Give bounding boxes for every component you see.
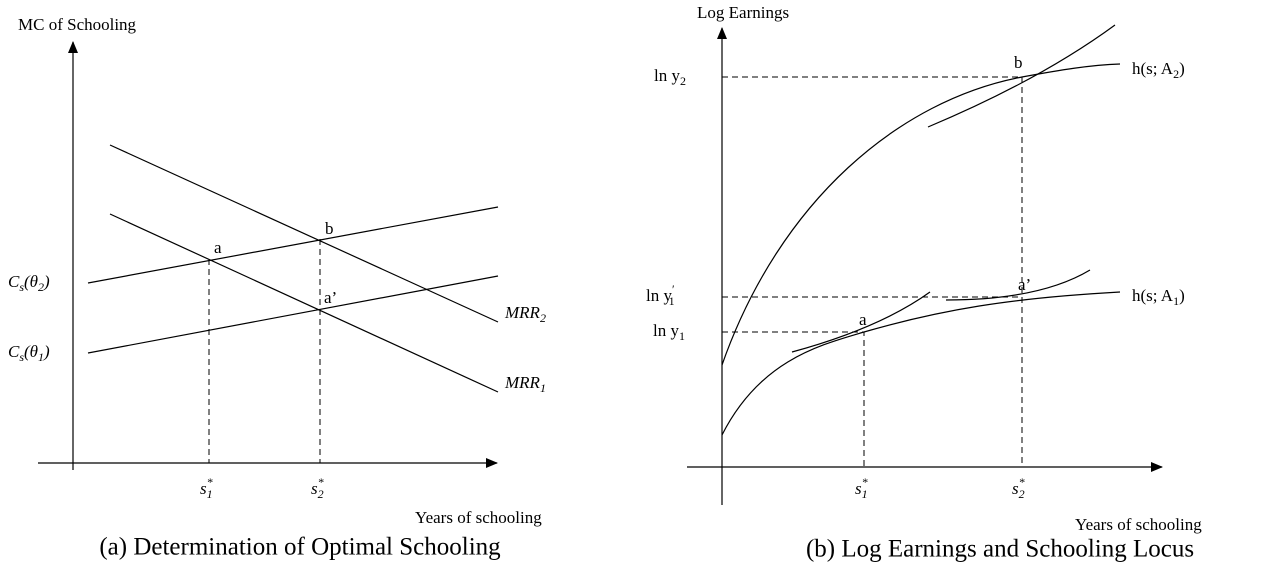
tangent-curve [791,291,931,353]
panel-a: MC of Schooling Years of schooling (a) D… [8,15,546,561]
superscript: * [1019,475,1025,489]
math-label: MRR1 [504,373,546,395]
math-text: (θ [24,342,38,361]
point-label: a [214,238,222,257]
math-text: ln y [646,286,672,305]
math-label: Cs(θ2) [8,272,50,294]
math-text: h(s; A [1132,59,1174,78]
math-text: MRR [504,373,541,392]
math-text: (θ [24,272,38,291]
y-axis-label: MC of Schooling [18,15,137,34]
subscript: 1 [38,350,44,364]
point-label: b [1014,53,1023,72]
math-text: s [855,479,862,498]
point-label: a’ [324,288,337,307]
math-text: C [8,272,20,291]
math-label: h(s; A1) [1132,286,1185,308]
math-text: ln y [653,321,679,340]
tangent-curve [927,24,1116,128]
subscript: 1 [669,294,675,308]
x-axis-label: Years of schooling [1075,515,1202,534]
math-label: s* 1 [855,475,868,501]
y-axis-label: Log Earnings [697,3,789,22]
math-label: ln y′ 1 [646,282,675,308]
math-label: s* 2 [311,475,324,501]
math-text: ln y [654,66,680,85]
subscript: 1 [207,487,213,501]
subscript: 2 [1019,487,1025,501]
subscript: 1 [1173,294,1179,308]
point-label: a’ [1018,275,1031,294]
curve-h-a1 [721,291,1121,436]
math-text: ) [43,272,50,291]
guide-line [722,331,865,467]
math-text: s [311,479,318,498]
subscript: 2 [1173,67,1179,81]
math-text: MRR [504,303,541,322]
tangent-curve [945,269,1091,301]
subscript: 2 [318,487,324,501]
math-label: Cs(θ1) [8,342,50,364]
math-text: ) [1179,59,1185,78]
cost-line-1 [87,275,499,354]
cost-line-2 [87,206,499,284]
math-text: ) [43,342,50,361]
math-label: s* 2 [1012,475,1025,501]
x-axis-label: Years of schooling [415,508,542,527]
guide-line [722,76,1023,467]
point-label: b [325,219,334,238]
math-label: h(s; A2) [1132,59,1185,81]
superscript: * [207,475,213,489]
mrr-line-2 [109,144,499,323]
math-text: s [200,479,207,498]
subscript: s [19,350,24,364]
subscript: 1 [540,381,546,395]
math-text: s [1012,479,1019,498]
caption: (b) Log Earnings and Schooling Locus [806,536,1194,563]
subscript: 2 [680,74,686,88]
subscript: s [19,280,24,294]
subscript: 2 [540,311,546,325]
curve-h-a2 [721,63,1121,366]
caption: (a) Determination of Optimal Schooling [99,534,501,561]
math-text: h(s; A [1132,286,1174,305]
subscript: 1 [862,487,868,501]
math-text: C [8,342,20,361]
math-label: ln y1 [653,321,685,343]
superscript: * [318,475,324,489]
superscript: ′ [672,282,675,296]
math-label: MRR2 [504,303,546,325]
subscript: 2 [38,280,44,294]
point-label: a [859,310,867,329]
math-label: ln y2 [654,66,686,88]
math-label: s* 1 [200,475,213,501]
mrr-line-1 [109,213,499,393]
math-text: ) [1179,286,1185,305]
panel-b: Log Earnings Years of schooling (b) Log … [646,3,1202,563]
superscript: * [862,475,868,489]
subscript: 1 [679,329,685,343]
